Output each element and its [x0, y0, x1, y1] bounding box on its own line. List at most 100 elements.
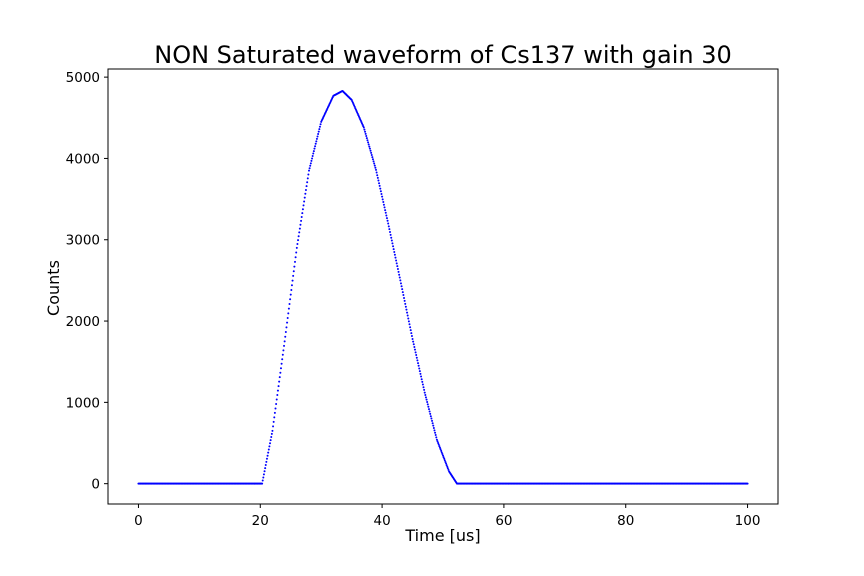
data-point: [300, 215, 303, 218]
data-point: [437, 441, 440, 444]
data-point: [443, 459, 446, 462]
x-tick-label: 20: [252, 513, 269, 529]
data-point: [398, 273, 401, 276]
data-point: [382, 203, 385, 206]
data-point: [371, 156, 374, 159]
data-point: [312, 152, 315, 155]
data-point: [382, 201, 385, 204]
data-point: [297, 235, 300, 238]
data-point: [368, 145, 371, 148]
data-point: [303, 200, 306, 203]
y-tick-label: 2000: [66, 314, 100, 330]
data-point: [408, 323, 411, 326]
data-point: [267, 448, 270, 451]
y-tick-label: 5000: [66, 70, 100, 86]
y-tick-label: 3000: [66, 233, 100, 249]
data-point: [375, 168, 377, 171]
data-point: [385, 214, 388, 217]
data-point: [298, 231, 301, 234]
data-point: [440, 451, 443, 454]
data-point: [394, 256, 397, 259]
y-tick-label: 1000: [66, 395, 100, 411]
data-point: [746, 482, 749, 485]
data-point: [368, 147, 371, 150]
data-point: [438, 446, 441, 449]
data-point: [292, 270, 295, 273]
data-point: [363, 128, 366, 131]
data-point: [446, 467, 449, 470]
data-point: [417, 362, 420, 365]
data-point: [311, 157, 314, 160]
data-point: [314, 142, 317, 145]
data-point: [378, 182, 381, 185]
data-point: [308, 167, 311, 170]
data-point: [435, 438, 438, 441]
data-point: [271, 429, 274, 432]
data-point: [374, 166, 377, 169]
data-point: [295, 246, 298, 249]
data-point: [377, 179, 380, 182]
data-point: [444, 460, 447, 463]
data-point: [309, 164, 312, 167]
data-point: [275, 402, 278, 405]
data-point: [268, 445, 271, 448]
data-point: [315, 140, 318, 143]
data-point: [282, 349, 285, 352]
data-point: [270, 436, 273, 439]
data-point: [388, 228, 391, 231]
x-tick-label: 80: [617, 513, 634, 529]
data-point: [379, 187, 382, 190]
plot-frame: [107, 68, 779, 505]
data-point: [381, 195, 384, 198]
data-point: [288, 302, 291, 305]
data-point: [309, 162, 312, 165]
data-point: [414, 351, 417, 354]
data-point: [430, 417, 433, 420]
data-point: [273, 411, 276, 414]
data-point: [290, 288, 293, 291]
data-point: [303, 196, 306, 199]
data-point: [286, 317, 289, 320]
data-point: [365, 135, 368, 137]
data-point: [398, 276, 401, 279]
data-point: [265, 460, 268, 463]
data-point: [425, 398, 428, 401]
data-point: [438, 445, 441, 448]
data-point: [396, 268, 399, 271]
data-point: [434, 431, 437, 434]
data-point: [432, 426, 435, 429]
data-point: [413, 345, 416, 348]
data-point: [399, 282, 402, 285]
data-point: [295, 251, 298, 254]
data-point: [275, 398, 278, 401]
data-point: [422, 386, 425, 389]
data-point: [392, 248, 395, 251]
data-point: [292, 274, 295, 277]
data-point: [274, 407, 277, 410]
data-point: [428, 410, 431, 413]
data-point: [376, 174, 379, 177]
data-point: [312, 150, 315, 153]
data-point: [409, 326, 412, 329]
data-point: [403, 299, 406, 302]
data-point: [437, 443, 440, 446]
data-point: [286, 321, 289, 324]
data-point: [273, 416, 276, 419]
data-point: [445, 462, 448, 465]
data-point: [370, 151, 373, 154]
data-point: [293, 265, 296, 268]
data-point: [262, 476, 265, 479]
data-point: [447, 468, 450, 471]
data-point: [418, 367, 421, 370]
data-point: [304, 188, 307, 191]
data-point: [403, 296, 406, 299]
data-point: [315, 137, 318, 140]
data-point: [416, 359, 419, 362]
data-point: [410, 332, 413, 335]
x-tick-label: 60: [495, 513, 512, 529]
data-point: [410, 335, 413, 338]
data-point: [304, 192, 307, 195]
data-point: [364, 130, 367, 133]
data-point: [405, 308, 408, 311]
